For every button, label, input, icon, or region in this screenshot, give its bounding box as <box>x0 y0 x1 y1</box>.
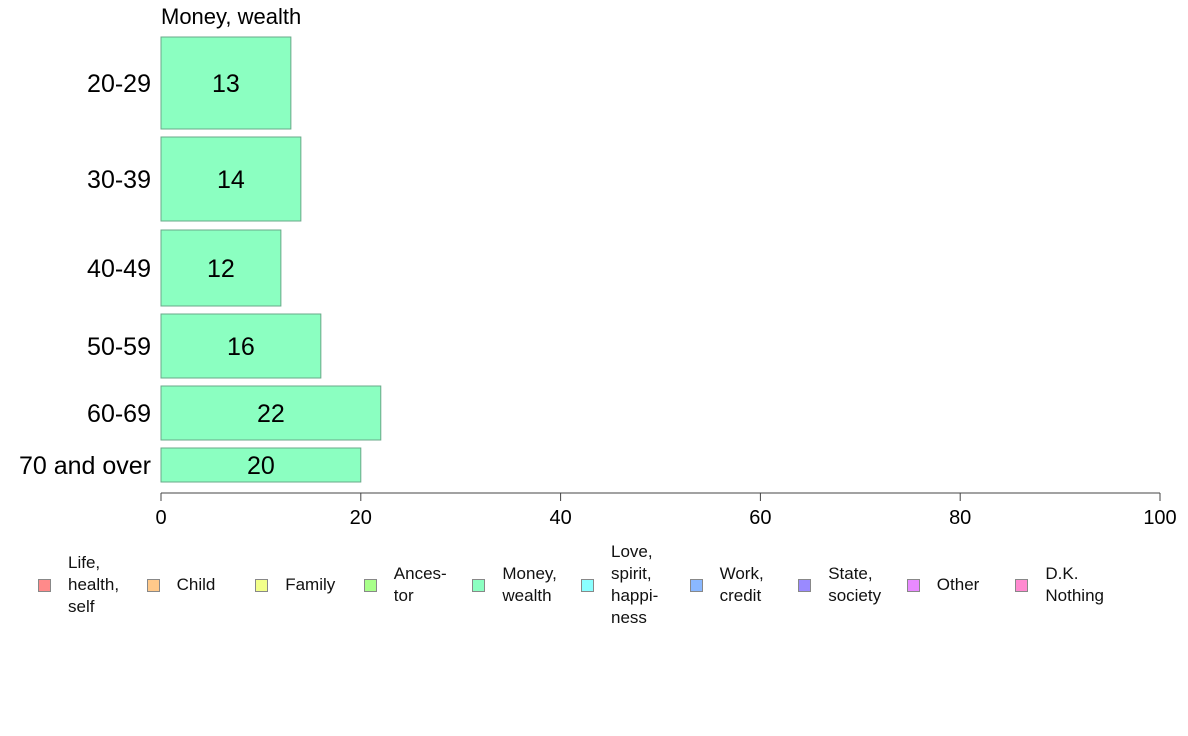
bar-value-label: 13 <box>212 70 240 98</box>
bar-0 <box>160 36 292 130</box>
legend: Life, health, self Child Family Ances- tor M… <box>38 540 1158 640</box>
legend-label: Work, credit <box>719 564 764 605</box>
x-tick-label: 40 <box>549 507 571 529</box>
legend-item: Work, credit <box>689 540 764 630</box>
legend-label: Family <box>285 575 336 594</box>
x-tick-label: 80 <box>949 507 971 529</box>
bar-value-label: 16 <box>227 333 255 361</box>
legend-item: Child <box>146 540 216 630</box>
category-label: 20-29 <box>87 70 151 98</box>
category-label: 50-59 <box>87 333 151 361</box>
legend-label: Love, spirit, happi- ness <box>611 542 659 627</box>
category-label: 60-69 <box>87 400 151 428</box>
legend-swatch <box>581 578 594 592</box>
legend-label: Other <box>936 575 980 594</box>
legend-item: Money, wealth <box>472 540 557 630</box>
legend-item: State, society <box>798 540 881 630</box>
legend-item: Family <box>255 540 335 630</box>
legend-label: D.K. Nothing <box>1045 564 1104 605</box>
x-tick-label: 60 <box>749 507 771 529</box>
legend-label: Life, health, self <box>68 553 120 616</box>
legend-label: Child <box>176 575 216 594</box>
bar-value-label: 14 <box>217 166 245 194</box>
x-axis: 0 20 40 60 80 100 <box>155 492 1177 529</box>
bar-1 <box>160 136 302 222</box>
legend-swatch <box>255 578 269 592</box>
legend-swatch <box>906 578 920 592</box>
bar-4 <box>160 385 382 441</box>
legend-item: Other <box>906 540 980 630</box>
x-tick-label: 20 <box>350 507 372 529</box>
legend-item: D.K. Nothing <box>1015 540 1104 630</box>
legend-label: Ances- tor <box>393 564 447 605</box>
legend-swatch <box>798 578 812 592</box>
legend-swatch <box>146 578 160 592</box>
bar-value-label: 22 <box>257 400 285 428</box>
legend-swatch <box>1015 578 1029 592</box>
legend-item: Love, spirit, happi- ness <box>581 540 658 630</box>
category-label: 70 and over <box>19 452 151 480</box>
bar-3 <box>160 313 322 379</box>
bar-value-label: 20 <box>247 452 275 480</box>
legend-label: Money, wealth <box>502 564 557 605</box>
category-label: 40-49 <box>87 255 151 283</box>
category-label: 30-39 <box>87 166 151 194</box>
legend-swatch <box>363 578 377 592</box>
legend-item: Life, health, self <box>38 540 119 630</box>
x-tick-label: 0 <box>155 507 166 529</box>
legend-label: State, society <box>828 564 882 605</box>
legend-swatch <box>38 578 51 592</box>
bar-2 <box>160 229 282 307</box>
x-tick-label: 100 <box>1143 507 1176 529</box>
bar-5 <box>160 447 362 483</box>
legend-item: Ances- tor <box>363 540 447 630</box>
chart-title: Money, wealth <box>161 4 301 29</box>
legend-swatch <box>472 578 486 592</box>
legend-swatch <box>689 578 703 592</box>
bar-value-label: 12 <box>207 255 235 283</box>
bars-layer: 13 20-29 14 30-39 12 40-49 16 50-59 22 60-69 20 70 … <box>19 36 382 483</box>
